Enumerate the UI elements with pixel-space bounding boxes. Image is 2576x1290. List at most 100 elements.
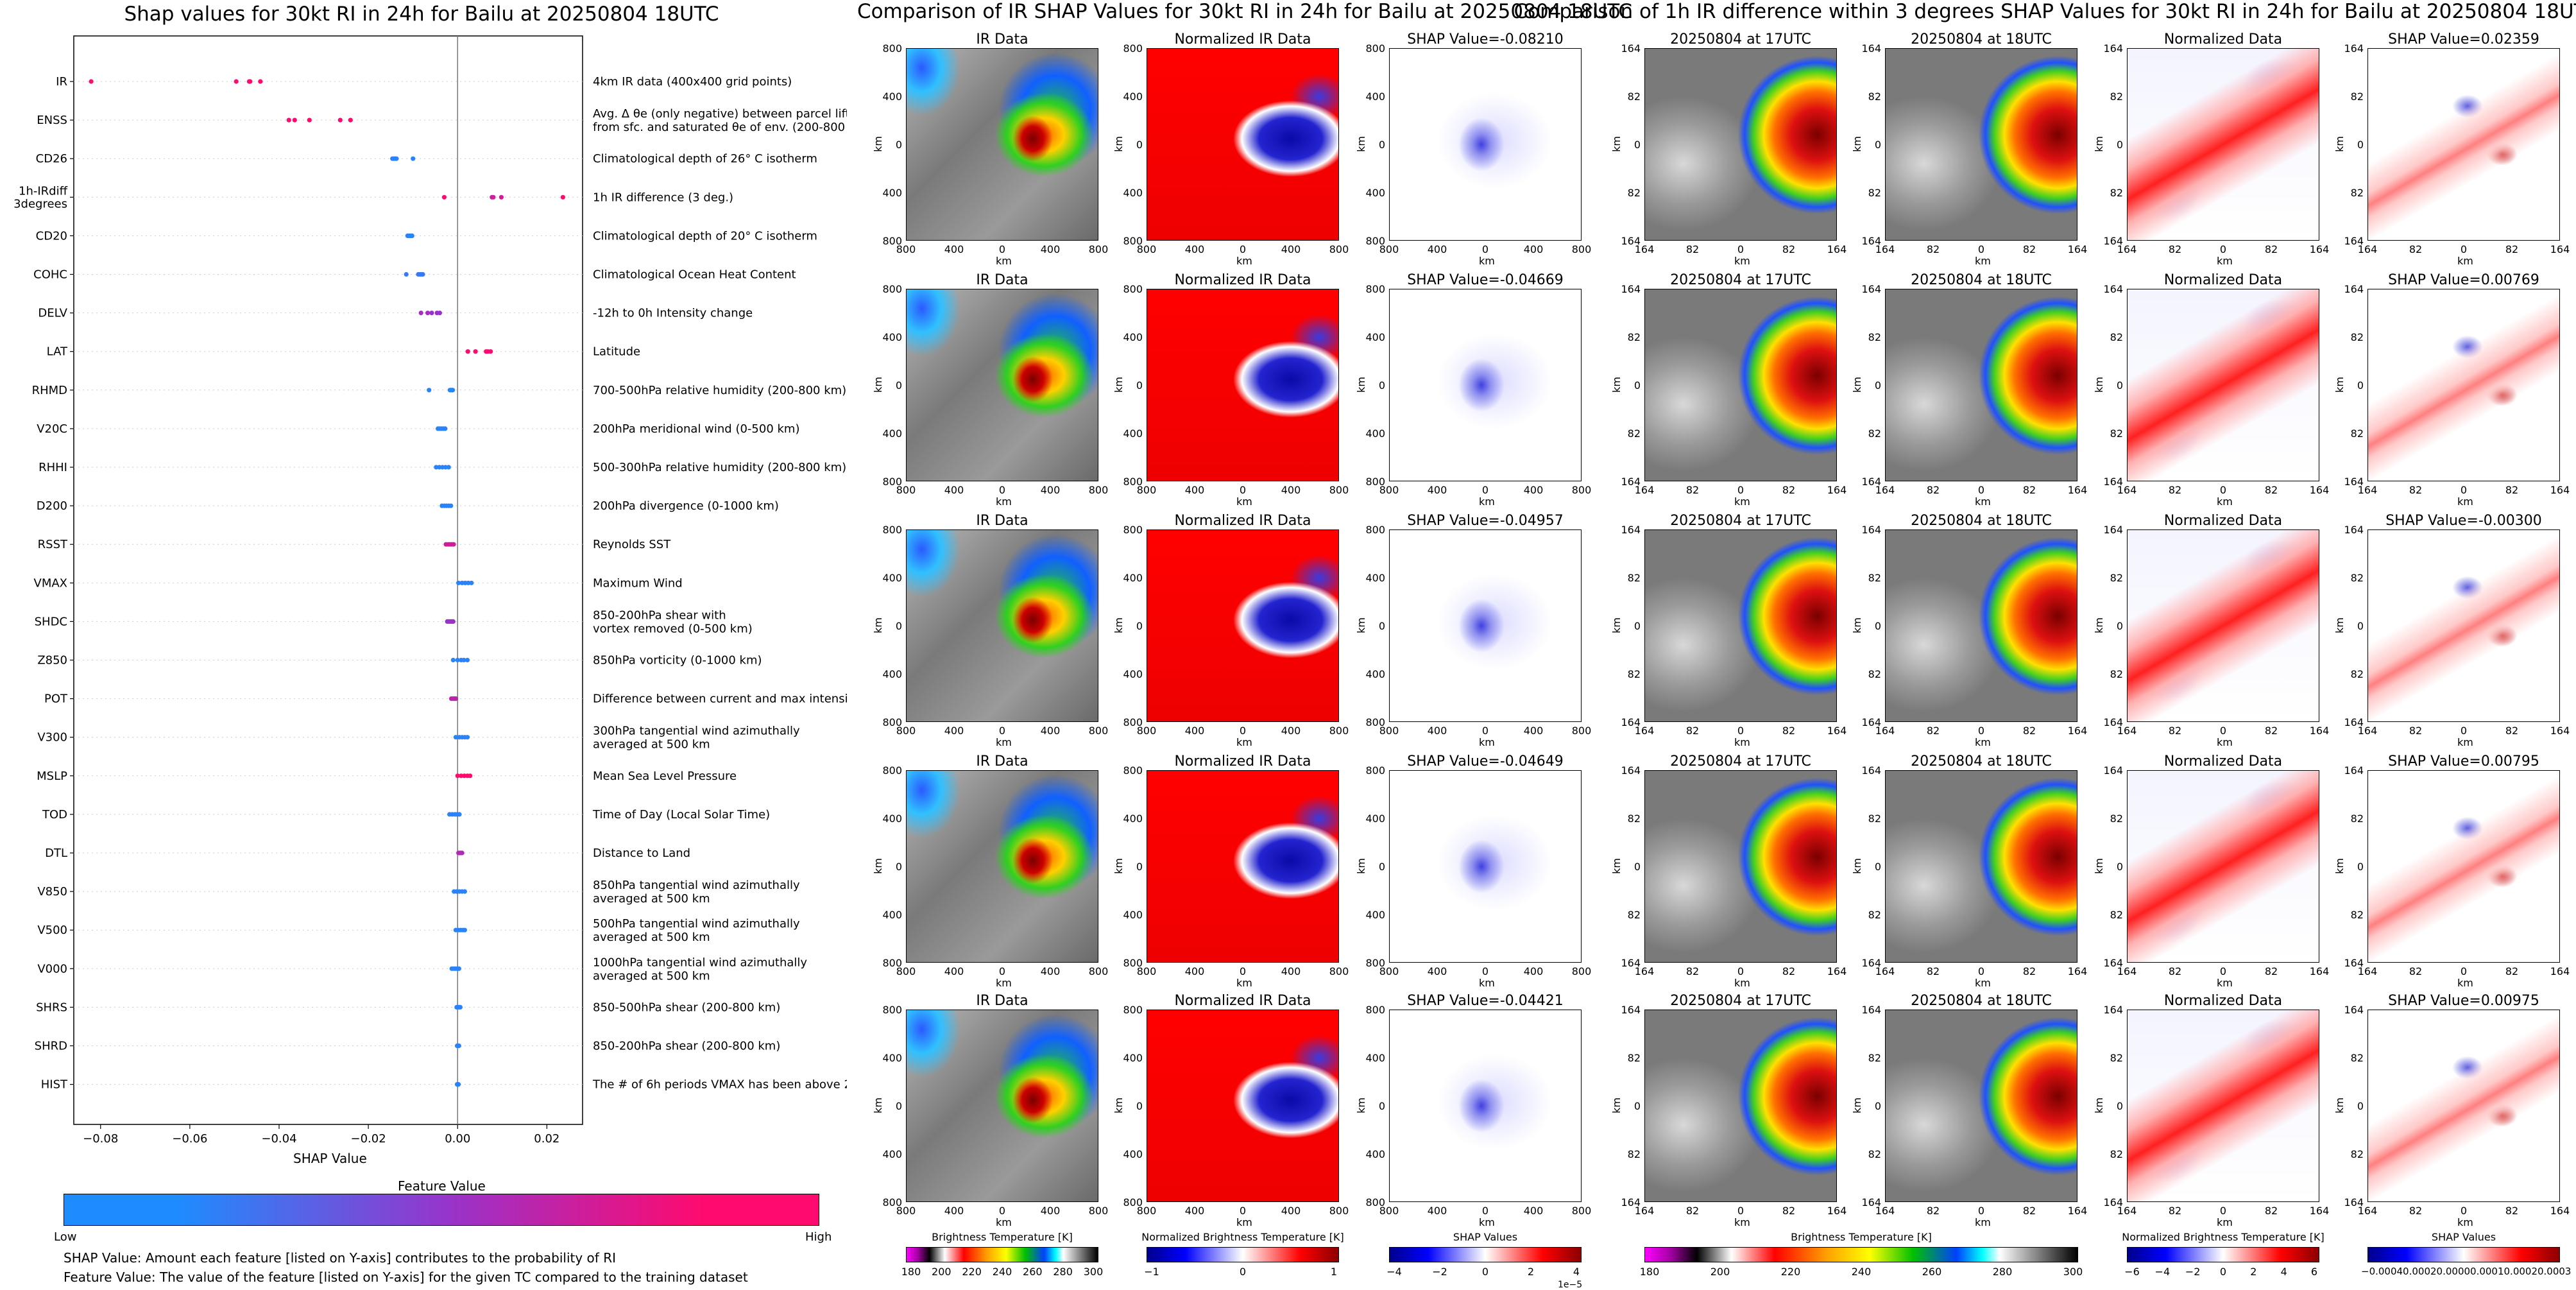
y-tick-label: COHC	[33, 268, 67, 282]
x-axis-label: km	[2457, 255, 2473, 267]
x-tick-label: 82	[1685, 1205, 1700, 1217]
y-tick-label: 82	[2350, 331, 2364, 343]
y-tick-label: 0	[1874, 861, 1881, 873]
colorbar-tick-label: 6	[2310, 1266, 2318, 1278]
panel-title: 20250804 at 17UTC	[1670, 272, 1811, 288]
panel-title: 20250804 at 17UTC	[1670, 753, 1811, 770]
y-tick-label: 0	[2116, 139, 2123, 151]
feature-description: 200hPa meridional wind (0-500 km)	[593, 422, 799, 436]
y-tick-label: 400	[882, 427, 902, 440]
x-tick-label: 800	[1379, 1205, 1399, 1217]
x-tick-label: 800	[1088, 965, 1109, 977]
x-tick-label: 0.02	[534, 1132, 559, 1146]
y-tick-label: RSST	[38, 538, 68, 551]
x-tick-label: 400	[1040, 1205, 1061, 1217]
ir-normalized-colorbar	[1147, 1247, 1339, 1262]
panel-title: SHAP Value=0.00769	[2388, 272, 2539, 288]
shap-point	[448, 503, 454, 508]
y-tick-label: 800	[1123, 42, 1143, 55]
x-axis-label: km	[1479, 495, 1495, 508]
x-tick-label: 0.00	[445, 1132, 470, 1146]
x-tick-label: 164	[2357, 1205, 2378, 1217]
y-tick-label: 400	[1123, 572, 1143, 584]
feature-description: Mean Sea Level Pressure	[593, 770, 737, 783]
shap-point	[89, 79, 94, 84]
x-tick-label: 800	[1379, 725, 1399, 737]
y-tick-label: 0	[1633, 1100, 1641, 1112]
x-tick-label: 82	[1782, 243, 1796, 255]
y-tick-label: 82	[1868, 331, 1881, 343]
y-tick-label: 164	[2103, 957, 2123, 969]
feature-description: 850-200hPa shear with	[593, 608, 726, 622]
shap-point	[437, 311, 443, 316]
x-tick-label: 400	[1040, 725, 1061, 737]
x-tick-label: 0	[2219, 484, 2227, 496]
feature-description: 700-500hPa relative humidity (200-800 km…	[593, 384, 846, 397]
shap-point	[457, 1004, 463, 1010]
y-tick-label: 800	[882, 1196, 902, 1208]
x-tick-label: 400	[1281, 484, 1301, 496]
shap-point	[446, 465, 451, 470]
y-tick-label: 164	[2103, 524, 2123, 536]
x-tick-label: 400	[944, 725, 964, 737]
image-panel	[2127, 770, 2319, 963]
y-tick-label: 0	[1874, 1100, 1881, 1112]
colorbar-tick-label: 300	[2063, 1266, 2083, 1278]
y-tick-label: 82	[1868, 668, 1881, 680]
shap-point	[488, 349, 493, 354]
y-axis-label: km	[1850, 377, 1863, 393]
x-tick-label: 0	[2219, 725, 2227, 737]
y-tick-label: 800	[1123, 1196, 1143, 1208]
image-panel	[1644, 770, 1837, 963]
feature-description: Climatological Ocean Heat Content	[593, 268, 796, 282]
shap-point	[456, 966, 461, 971]
colorbar-tick-label: 240	[1851, 1266, 1872, 1278]
x-tick-label: 400	[1040, 484, 1061, 496]
x-tick-label: 164	[1827, 1205, 1847, 1217]
x-tick-label: 0	[1977, 725, 1985, 737]
y-tick-label: 0	[1874, 620, 1881, 632]
feature-description: Difference between current and max inten…	[593, 692, 847, 706]
y-tick-label: 164	[1621, 235, 1641, 247]
panel-title: Normalized IR Data	[1174, 31, 1311, 47]
colorbar-label: Brightness Temperature [K]	[1791, 1231, 1932, 1243]
x-tick-label: 164	[2309, 725, 2330, 737]
x-tick-label: 82	[2022, 484, 2036, 496]
shap-point	[491, 194, 496, 200]
y-tick-label: LAT	[47, 345, 68, 359]
panel-title: Normalized Data	[2163, 31, 2283, 47]
x-tick-label: 400	[1427, 243, 1447, 255]
y-axis-label: km	[1354, 136, 1367, 152]
x-axis-label: km	[1236, 1216, 1252, 1228]
y-tick-label: 0	[1378, 139, 1385, 151]
y-axis-label: km	[1112, 858, 1125, 874]
y-tick-label: 0	[1136, 379, 1143, 391]
y-tick-label: 164	[1861, 764, 1881, 777]
x-tick-label: 0	[1481, 243, 1489, 255]
feature-description: averaged at 500 km	[593, 931, 710, 944]
panel-title: SHAP Value=-0.04421	[1407, 993, 1564, 1009]
image-panel	[2127, 289, 2319, 481]
feature-description: Maximum Wind	[593, 576, 683, 590]
y-tick-label: 400	[882, 90, 902, 103]
x-tick-label: 0	[1481, 725, 1489, 737]
shap-point	[468, 773, 473, 778]
y-tick-label: 82	[2350, 1148, 2364, 1160]
shap-point	[234, 79, 239, 84]
shap-point	[307, 117, 312, 123]
y-axis-label: km	[1112, 377, 1125, 393]
y-tick-label: 800	[882, 283, 902, 295]
y-axis-label: km	[1610, 377, 1623, 393]
x-tick-label: 400	[944, 965, 964, 977]
x-tick-label: 0	[998, 484, 1006, 496]
y-tick-label: 164	[1861, 476, 1881, 488]
panel-title: Normalized Data	[2163, 272, 2283, 288]
shap-point	[425, 311, 431, 316]
y-tick-label: RHMD	[32, 384, 67, 397]
x-tick-label: 164	[2067, 725, 2088, 737]
x-axis-label: km	[1975, 255, 1991, 267]
y-tick-label: 400	[1123, 1052, 1143, 1064]
ir-section-title: Comparison of IR SHAP Values for 30kt RI…	[857, 0, 1633, 23]
shap-point	[450, 388, 456, 393]
y-tick-label: 82	[1627, 1052, 1641, 1064]
